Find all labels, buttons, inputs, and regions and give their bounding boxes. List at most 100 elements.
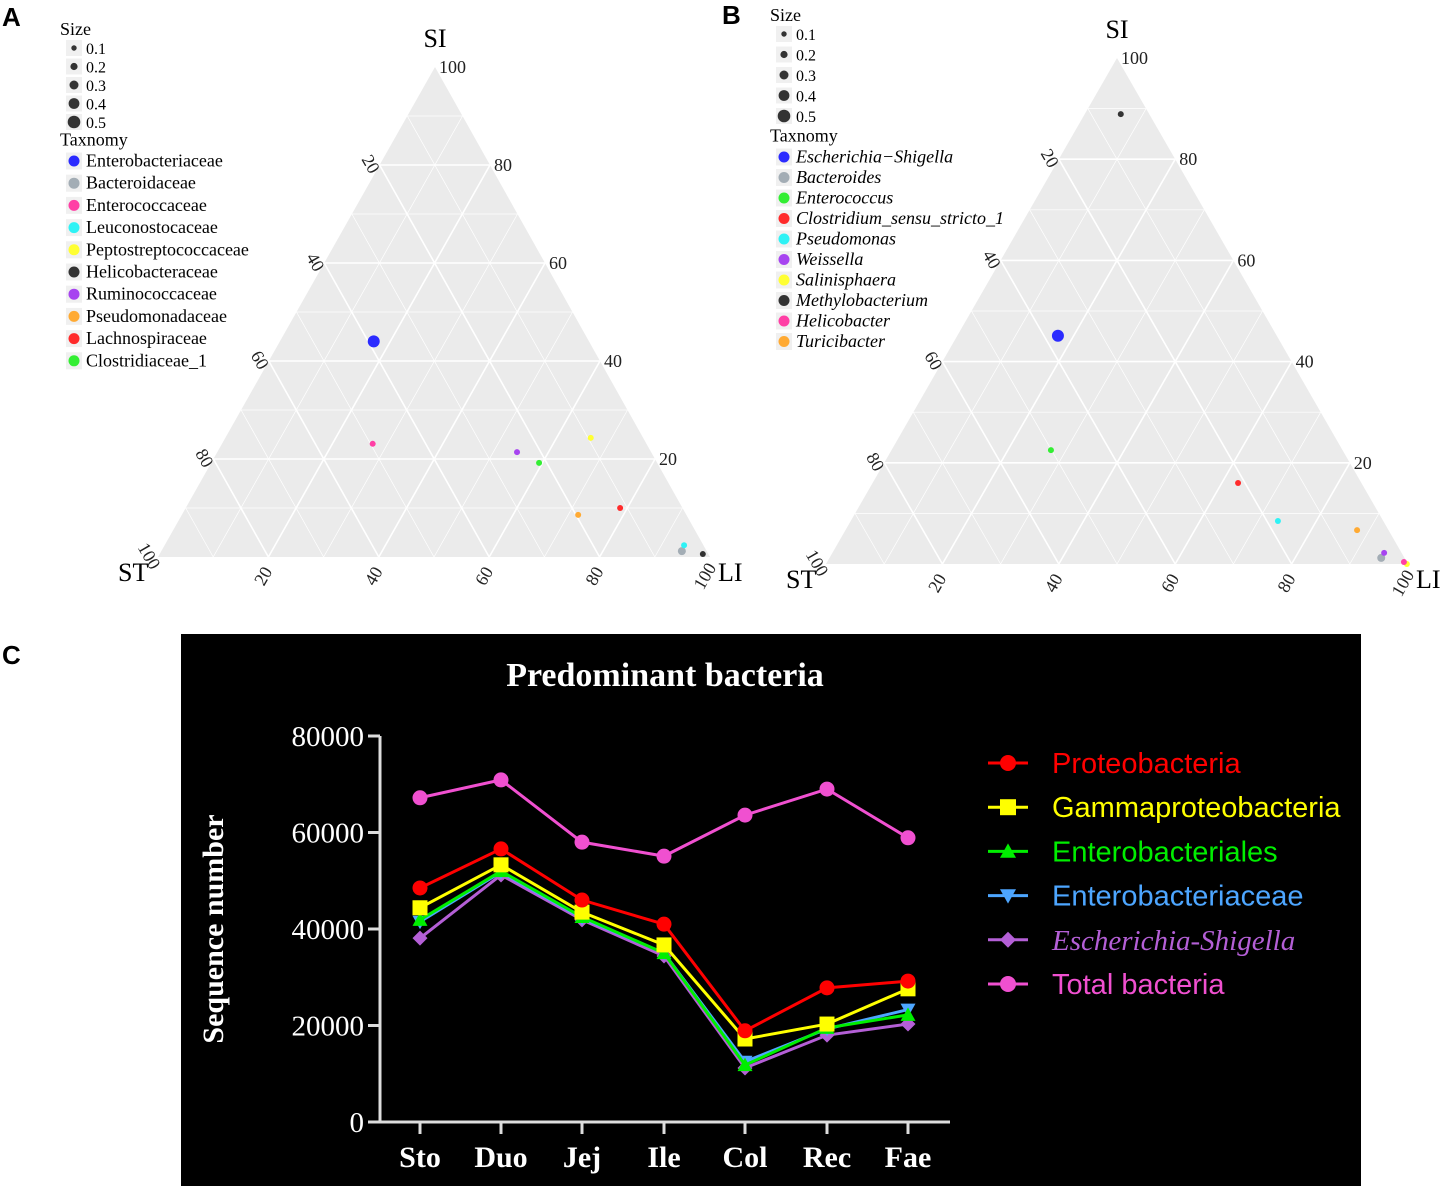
x-tick-label: Ile xyxy=(647,1141,680,1174)
tick-label-li: 20 xyxy=(250,563,276,589)
grid-line xyxy=(1290,462,1351,565)
legend-item: Salinisphaera xyxy=(796,270,896,290)
data-point-peptostreptococcaceae xyxy=(587,434,594,441)
legend-item: Enterococcaceae xyxy=(86,195,207,215)
legend-marker-enterobacteriaceae xyxy=(1000,889,1016,904)
data-point-enterobacteriales xyxy=(412,912,428,926)
tick-label-si: 60 xyxy=(549,253,567,273)
size-legend-label: 0.4 xyxy=(86,97,106,114)
grid-line xyxy=(912,412,1001,565)
size-legend-label: 0.1 xyxy=(796,27,816,44)
grid-line xyxy=(1000,209,1205,565)
legend-item: Enterobacteriaceae xyxy=(86,151,223,171)
x-tick-label: Rec xyxy=(803,1141,851,1174)
legend-marker-proteobacteria xyxy=(1000,755,1016,771)
legend-item: Methylobacterium xyxy=(795,290,928,310)
size-legend-dot xyxy=(70,62,78,71)
legend-color-dot xyxy=(68,222,80,234)
legend-color-dot xyxy=(778,213,790,224)
data-point-bacteroidaceae xyxy=(677,547,686,556)
line-chart-c: Predominant bacteria Sequence number 0 2000… xyxy=(181,634,1361,1186)
tick-label-si: 100 xyxy=(1121,48,1148,68)
panel-label-c: C xyxy=(2,640,21,670)
size-legend-dot xyxy=(69,80,79,90)
legend-item: Helicobacter xyxy=(795,311,891,331)
data-point-total-bacteria xyxy=(737,807,753,823)
legend-item: Helicobacteraceae xyxy=(86,262,218,282)
legend-item: Enterococcus xyxy=(795,188,893,208)
size-legend-title: Size xyxy=(770,5,801,25)
legend-item: Lachnospiraceae xyxy=(86,328,207,348)
data-point-clostridium-sensu-stricto-1 xyxy=(1235,480,1242,487)
size-legend-label: 0.5 xyxy=(796,109,816,126)
data-point-ruminococcaceae xyxy=(514,449,521,456)
grid-line xyxy=(268,360,380,558)
legend-item: Gammaproteobacteria xyxy=(1052,792,1341,824)
legend-item: Leuconostocaceae xyxy=(86,217,218,237)
size-legend-dot xyxy=(780,50,788,59)
data-point-proteobacteria xyxy=(737,1023,753,1039)
taxonomy-legend-title: Taxnomy xyxy=(60,130,128,150)
legend-item: Bacteroidaceae xyxy=(86,173,196,193)
y-tick-label: 0 xyxy=(350,1107,365,1139)
data-point-proteobacteria xyxy=(412,880,428,896)
grid-line xyxy=(488,360,601,558)
legend-item: Total bacteria xyxy=(1052,969,1225,1001)
data-point-enterobacteriaceae xyxy=(367,335,380,348)
data-point-escherichia-shigella xyxy=(412,930,428,946)
tick-label-si: 80 xyxy=(1179,149,1197,169)
data-point-gammaproteobacteria xyxy=(574,904,590,920)
grid-line xyxy=(185,507,214,558)
data-point-gammaproteobacteria xyxy=(819,1016,835,1032)
size-legend-dot xyxy=(778,90,790,101)
tick-label-li: 20 xyxy=(924,570,950,596)
grid-line xyxy=(212,115,463,558)
tick-label-li: 100 xyxy=(1387,566,1418,599)
size-legend-label: 0.1 xyxy=(86,41,106,58)
tick-label-si: 40 xyxy=(1296,352,1314,372)
grid-line xyxy=(1116,310,1263,565)
data-point-pseudomonadaceae xyxy=(575,511,582,518)
legend-item: Bacteroides xyxy=(796,167,881,187)
panel-label-a: A xyxy=(2,2,21,32)
data-point-total-bacteria xyxy=(574,834,590,850)
tick-label-li: 80 xyxy=(581,563,607,589)
legend-color-dot xyxy=(778,172,790,183)
tick-label-si: 80 xyxy=(494,155,512,175)
y-tick-label: 60000 xyxy=(292,818,365,850)
data-point-gammaproteobacteria xyxy=(493,857,509,873)
grid-line xyxy=(941,361,1060,565)
data-point-clostridiaceae-1 xyxy=(536,459,543,466)
legend-color-dot xyxy=(68,310,80,322)
grid-line xyxy=(351,213,545,558)
y-tick-label: 20000 xyxy=(292,1011,365,1043)
legend-item: Turicibacter xyxy=(796,331,886,351)
chart-background xyxy=(181,634,1361,1186)
data-point-enterobacteriales xyxy=(900,1007,916,1021)
axis-label-st: ST xyxy=(786,565,816,594)
y-axis-label: Sequence number xyxy=(197,814,230,1043)
data-point-total-bacteria xyxy=(493,772,509,788)
data-point-proteobacteria xyxy=(493,841,509,857)
legend-item: Escherichia-Shigella xyxy=(1051,925,1295,957)
grid-line xyxy=(1349,513,1380,565)
data-point-proteobacteria xyxy=(819,980,835,996)
chart-title: Predominant bacteria xyxy=(506,657,824,694)
legend-item: Weissella xyxy=(796,249,863,269)
tick-label-li: 100 xyxy=(689,559,720,592)
legend-item: Peptostreptococcaceae xyxy=(86,239,249,259)
data-point-bacteroides xyxy=(1377,553,1386,562)
size-legend-label: 0.3 xyxy=(796,68,816,85)
legend-item: Ruminococcaceae xyxy=(86,284,217,304)
grid-line xyxy=(854,513,885,565)
grid-line xyxy=(971,310,1118,565)
grid-line xyxy=(1087,108,1351,565)
x-tick-label: Duo xyxy=(474,1141,527,1174)
tick-label-li: 60 xyxy=(1157,570,1183,596)
legend-item: Clostridium_sensu_stricto_1 xyxy=(796,208,1004,228)
y-tick-label: 40000 xyxy=(292,914,365,946)
legend-color-dot xyxy=(778,274,790,286)
data-point-gammaproteobacteria xyxy=(412,900,428,916)
